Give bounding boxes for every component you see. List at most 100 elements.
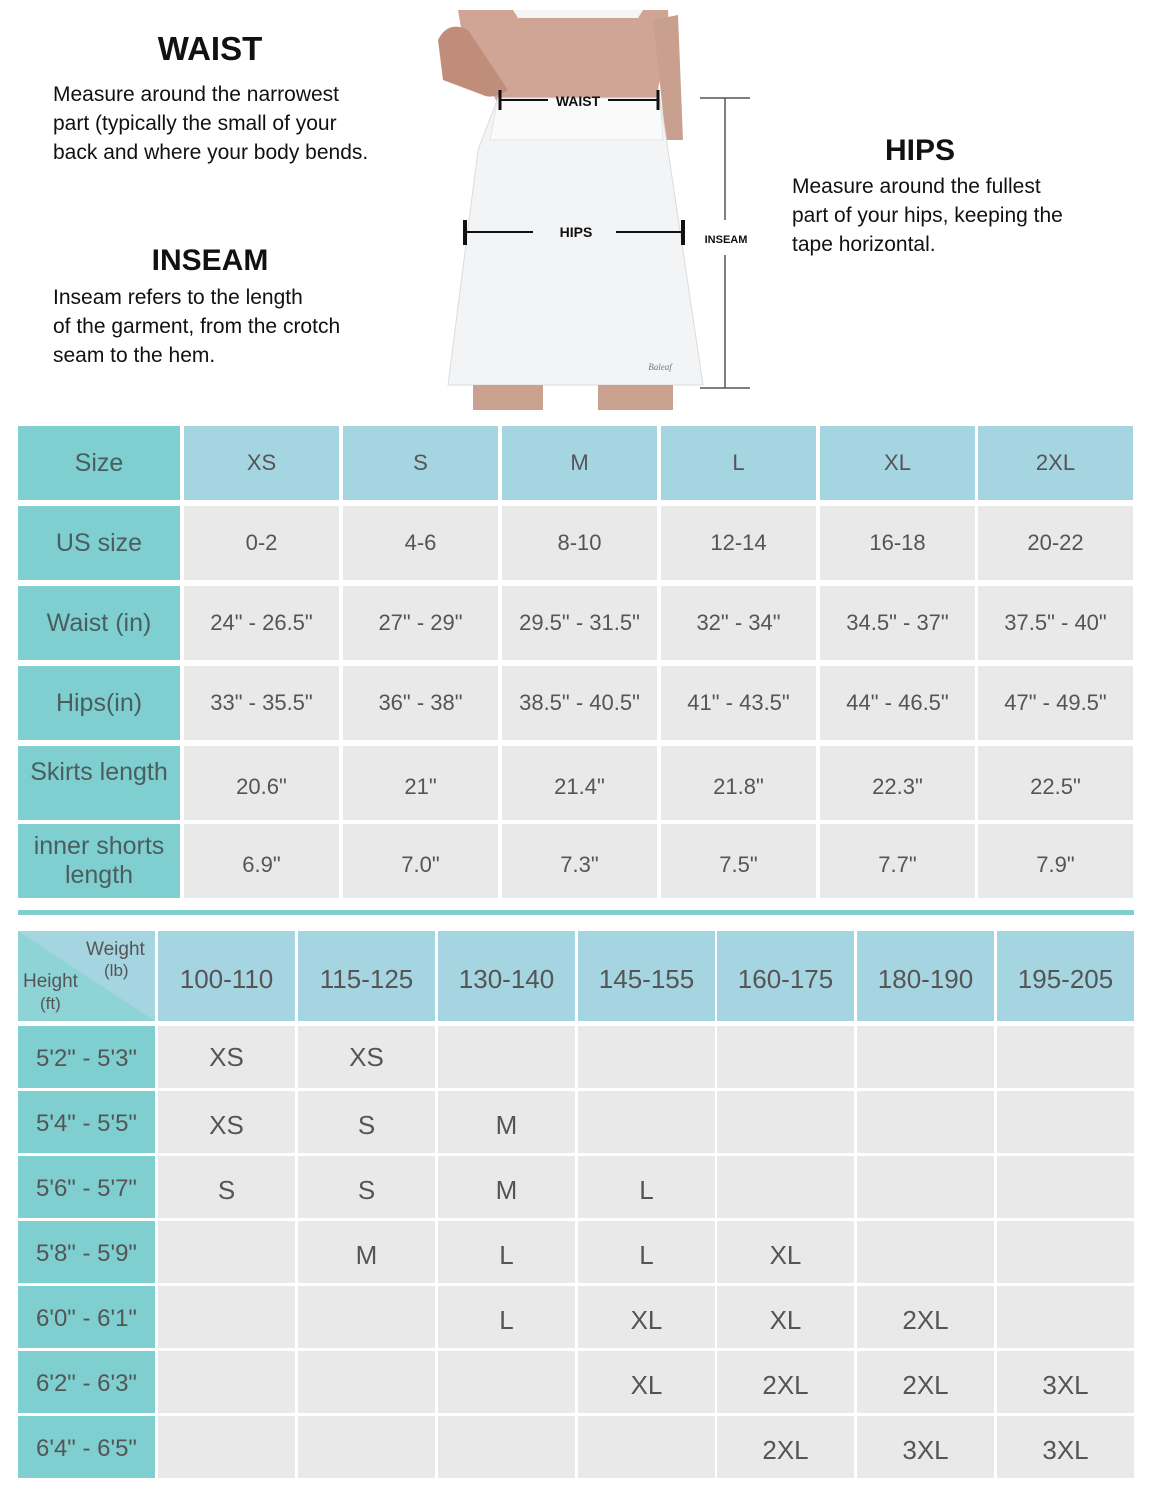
waist-line-2: part (typically the small of your [53, 112, 337, 135]
corner-weight-label: Weight [86, 939, 145, 960]
fit-cell: 3XL [997, 1351, 1134, 1413]
fit-cell: S [298, 1156, 435, 1218]
right-arm [653, 15, 683, 140]
fit-cell: M [298, 1221, 435, 1283]
inseam-figure-label: INSEAM [705, 234, 748, 246]
fit-cell: S [158, 1156, 295, 1218]
size-cell: 7.9" [978, 824, 1133, 898]
fit-cell [438, 1416, 575, 1478]
fit-cell [997, 1091, 1134, 1153]
corner-height-unit: (ft) [40, 994, 61, 1013]
left-arm [438, 26, 508, 97]
corner-weight-unit: (lb) [104, 961, 129, 980]
corner-height-label: Height [23, 971, 78, 992]
recommended-size-cell: 2XL [857, 1351, 994, 1413]
brand-mark: Baleaf [648, 362, 673, 372]
size-cell: 34.5" - 37" [820, 586, 975, 660]
row-label: Skirts length [18, 746, 180, 820]
fit-cell [438, 1351, 575, 1413]
size-cell: 36" - 38" [343, 666, 498, 740]
fit-cell [997, 1026, 1134, 1088]
fit-cell [158, 1351, 295, 1413]
height-label: 5'4" - 5'5" [18, 1091, 155, 1153]
inseam-line-2: of the garment, from the crotch [53, 315, 341, 338]
fit-cell [438, 1026, 575, 1088]
fit-cell [158, 1286, 295, 1348]
height-label: 6'2" - 6'3" [18, 1351, 155, 1413]
waist-line-3: back and where your body bends. [53, 141, 369, 164]
size-cell: 7.7" [820, 824, 975, 898]
fit-cell [578, 1026, 715, 1088]
weight-header: 115-125 [298, 931, 435, 1021]
height-label: 5'8" - 5'9" [18, 1221, 155, 1283]
weight-header: 100-110 [158, 931, 295, 1021]
fit-cell: XL [578, 1286, 715, 1348]
size-cell: 0-2 [184, 506, 339, 580]
size-cell: 32" - 34" [661, 586, 816, 660]
fit-cell [298, 1351, 435, 1413]
size-cell: 7.5" [661, 824, 816, 898]
fit-cell [717, 1026, 854, 1088]
size-cell: 29.5" - 31.5" [502, 586, 657, 660]
fit-cell: 3XL [857, 1416, 994, 1478]
waist-figure-label: WAIST [556, 93, 601, 109]
size-cell: 22.3" [820, 746, 975, 820]
height-label: 5'6" - 5'7" [18, 1156, 155, 1218]
fit-cell [997, 1286, 1134, 1348]
fit-cell [298, 1416, 435, 1478]
size-cell: 8-10 [502, 506, 657, 580]
hips-heading: HIPS [884, 134, 956, 167]
size-cell: 24" - 26.5" [184, 586, 339, 660]
fit-cell [298, 1286, 435, 1348]
hips-description: Measure around the fullest part of your … [792, 172, 1132, 259]
right-leg [598, 385, 673, 410]
recommended-size-cell: M [438, 1156, 575, 1218]
row-label: Waist (in) [18, 586, 180, 660]
fit-cell [857, 1221, 994, 1283]
size-cell: 21.8" [661, 746, 816, 820]
weight-header: 130-140 [438, 931, 575, 1021]
left-leg [473, 385, 543, 410]
fit-cell [578, 1091, 715, 1153]
size-cell: 27" - 29" [343, 586, 498, 660]
fit-cell: L [578, 1156, 715, 1218]
weight-header: 195-205 [997, 931, 1134, 1021]
fit-cell: 2XL [717, 1351, 854, 1413]
fit-cell [717, 1091, 854, 1153]
fit-cell: L [438, 1221, 575, 1283]
size-cell: 21" [343, 746, 498, 820]
size-header: S [343, 426, 498, 500]
height-label: 5'2" - 5'3" [18, 1026, 155, 1088]
hips-figure-label: HIPS [560, 224, 593, 240]
waistband [489, 97, 664, 141]
fit-cell [717, 1156, 854, 1218]
fit-cell [857, 1026, 994, 1088]
fit-cell [997, 1221, 1134, 1283]
size-cell: 44" - 46.5" [820, 666, 975, 740]
size-cell: 6.9" [184, 824, 339, 898]
inseam-heading: INSEAM [151, 244, 269, 277]
size-cell: 22.5" [978, 746, 1133, 820]
hips-line-1: Measure around the fullest [792, 175, 1041, 198]
hips-line-3: tape horizontal. [792, 233, 936, 256]
fit-cell: XS [298, 1026, 435, 1088]
fit-cell: XL [717, 1221, 854, 1283]
size-header: 2XL [978, 426, 1133, 500]
waist-line-1: Measure around the narrowest [53, 83, 339, 106]
waist-heading: WAIST [157, 30, 263, 67]
recommended-size-cell: 3XL [997, 1416, 1134, 1478]
recommended-size-cell: S [298, 1091, 435, 1153]
fit-cell: 2XL [717, 1416, 854, 1478]
size-cell: 16-18 [820, 506, 975, 580]
recommended-size-cell: XL [717, 1286, 854, 1348]
row-label: inner shorts length [18, 824, 180, 898]
hips-line-2: part of your hips, keeping the [792, 204, 1063, 227]
size-cell: 47" - 49.5" [978, 666, 1133, 740]
size-header: XL [820, 426, 975, 500]
size-header: XS [184, 426, 339, 500]
size-header: L [661, 426, 816, 500]
row-label: Hips(in) [18, 666, 180, 740]
fit-cell [997, 1156, 1134, 1218]
size-cell: 7.0" [343, 824, 498, 898]
corner-cell: Weight (lb) Height (ft) [18, 931, 155, 1021]
